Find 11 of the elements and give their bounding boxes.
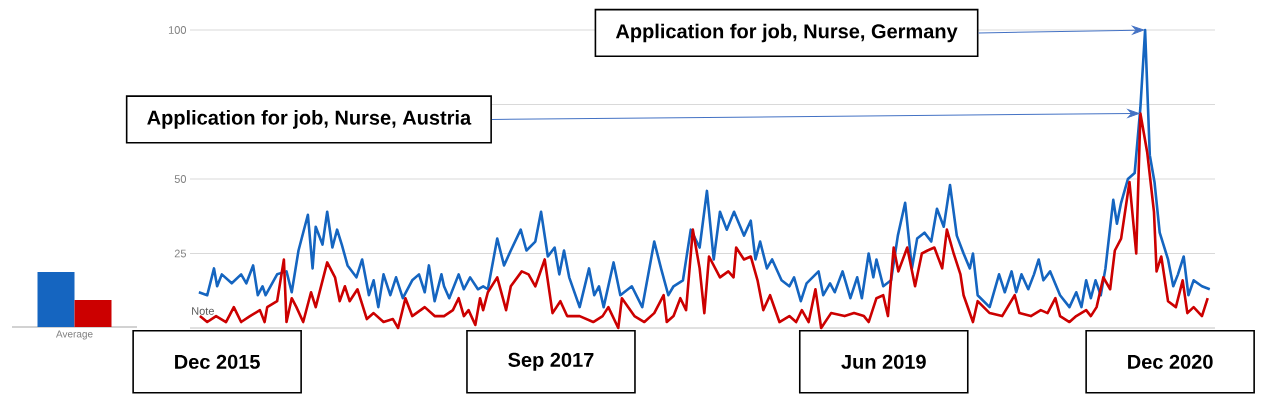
x-tick-label: Dec 2020 bbox=[1128, 354, 1213, 369]
x-tick-label: Dec 2015 bbox=[175, 354, 260, 369]
x-tick-label: Sep 2017 bbox=[508, 352, 594, 371]
annotation: Note bbox=[192, 307, 214, 315]
y-tick-label: 100 bbox=[168, 26, 187, 34]
y-tick-label: 50 bbox=[174, 175, 187, 183]
x-tick-label: Average bbox=[55, 330, 93, 340]
y-tick-label: 25 bbox=[174, 249, 186, 258]
annotation: Application for job, Nurse, Austria bbox=[147, 110, 472, 129]
annotation: Application for job, Nurse, Germany bbox=[615, 23, 958, 43]
x-tick-label: Jun 2019 bbox=[841, 354, 926, 369]
